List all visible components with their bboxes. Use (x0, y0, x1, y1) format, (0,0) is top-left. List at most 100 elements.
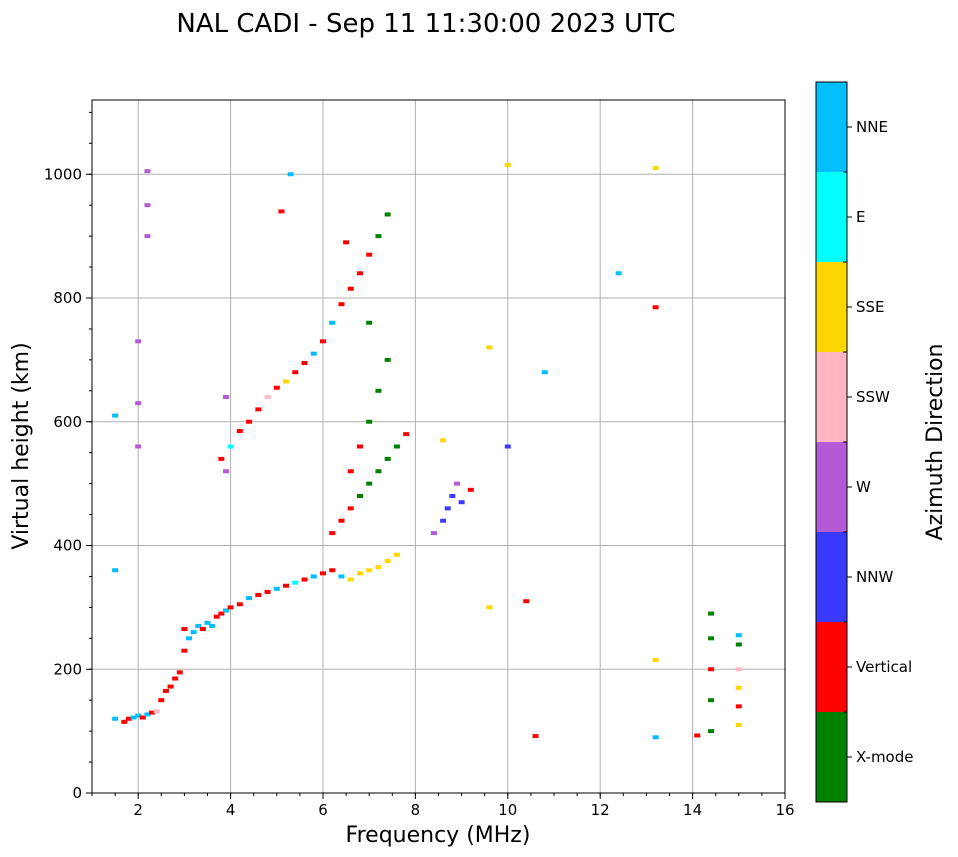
x-tick-label: 14 (683, 801, 702, 819)
data-point (393, 552, 400, 557)
data-point (292, 370, 299, 375)
y-tick-label: 400 (53, 537, 82, 555)
data-point (458, 500, 465, 505)
data-point (347, 506, 354, 511)
colorbar-segment (816, 172, 847, 262)
data-point (708, 611, 715, 616)
data-point (440, 438, 447, 443)
y-tick-label: 0 (72, 784, 82, 802)
data-point (444, 506, 451, 511)
data-point (181, 648, 188, 653)
data-point (310, 351, 317, 356)
y-tick-label: 1000 (44, 165, 82, 183)
data-point (486, 345, 493, 350)
data-point (652, 305, 659, 310)
y-tick-label: 600 (53, 413, 82, 431)
data-point (652, 166, 659, 171)
data-point (199, 627, 206, 632)
data-point (615, 271, 622, 276)
x-tick-label: 12 (591, 801, 610, 819)
data-point (403, 432, 410, 437)
data-point (222, 469, 229, 474)
colorbar-tick-label: W (856, 478, 871, 496)
data-point (176, 670, 183, 675)
data-point (343, 240, 350, 245)
data-point (347, 286, 354, 291)
y-axis-ticks: 0 200 400 600 800 1000 (44, 111, 92, 802)
data-point (135, 713, 142, 718)
data-point (356, 444, 363, 449)
colorbar-segment (816, 712, 847, 802)
colorbar-segment (816, 82, 847, 172)
data-point (467, 487, 474, 492)
data-point (375, 234, 382, 239)
x-tick-label: 4 (226, 801, 236, 819)
data-point (384, 456, 391, 461)
data-point (112, 716, 119, 721)
data-point (144, 203, 151, 208)
data-point (735, 633, 742, 638)
data-point (236, 429, 243, 434)
data-point (735, 704, 742, 709)
data-point (112, 568, 119, 573)
data-point (708, 698, 715, 703)
data-point (356, 271, 363, 276)
data-point (172, 676, 179, 681)
data-point (162, 688, 169, 693)
data-point (153, 709, 160, 714)
data-point (310, 574, 317, 579)
data-point (375, 469, 382, 474)
data-point (287, 172, 294, 177)
data-point (218, 611, 225, 616)
data-point (255, 593, 262, 597)
grid-lines (92, 100, 786, 794)
x-tick-label: 8 (411, 801, 421, 819)
data-point (130, 715, 137, 720)
data-point (384, 212, 391, 217)
data-point (384, 357, 391, 362)
data-point (366, 320, 373, 325)
data-point (338, 574, 345, 579)
data-point (135, 339, 142, 344)
data-point (301, 577, 308, 582)
colorbar-tick-label: NNE (856, 118, 888, 136)
colorbar-segment (816, 442, 847, 532)
data-point (222, 608, 229, 613)
data-point (195, 623, 202, 628)
data-point (320, 571, 326, 576)
colorbar-tick-label: E (856, 208, 865, 226)
y-tick-label: 800 (53, 289, 82, 307)
data-point (301, 360, 308, 365)
data-point (735, 722, 742, 727)
data-point (347, 469, 354, 474)
data-point (139, 715, 146, 720)
data-point (144, 169, 151, 174)
data-point (347, 577, 354, 582)
data-point (283, 583, 290, 588)
colorbar-segment (816, 622, 847, 712)
data-point (236, 602, 243, 607)
data-point (430, 531, 437, 536)
data-points (112, 162, 742, 740)
data-point (694, 733, 701, 738)
data-point (181, 627, 188, 632)
colorbar: X-mode Vertical NNW W SSW SSE E NNE (815, 81, 913, 803)
x-axis-label: Frequency (MHz) (346, 823, 531, 848)
colorbar-tick-label: SSW (856, 388, 890, 406)
data-point (356, 571, 363, 576)
data-point (453, 481, 460, 486)
chart-title: NAL CADI - Sep 11 11:30:00 2023 UTC (176, 9, 675, 39)
colorbar-segment (816, 262, 847, 352)
data-point (532, 734, 539, 739)
data-point (264, 395, 271, 399)
data-point (393, 444, 400, 449)
data-point (708, 636, 715, 641)
data-point (218, 456, 225, 461)
data-point (708, 729, 715, 734)
data-point (227, 444, 234, 449)
data-point (135, 401, 142, 406)
data-point (375, 388, 382, 393)
data-point (329, 320, 336, 325)
data-point (366, 481, 373, 486)
